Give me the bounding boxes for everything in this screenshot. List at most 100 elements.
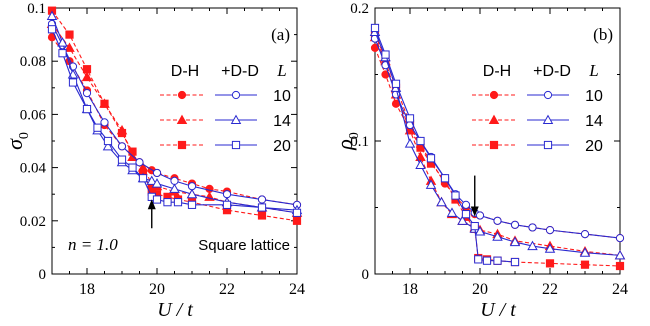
b-ytick-label: 0.1: [350, 134, 369, 150]
a-series-dd-L20: [47, 25, 302, 217]
panel-a-legend-rows: 10 14 20: [160, 88, 291, 155]
a-data-point: [187, 200, 197, 209]
a-legend-size-label: 10: [273, 88, 291, 105]
a-data-point: [292, 208, 302, 217]
b-data-point: [416, 136, 425, 146]
b-data-point: [436, 196, 447, 207]
a-ytick-label: 0.1: [27, 1, 46, 17]
b-legend-dd-marker: [543, 140, 553, 150]
b-data-point: [470, 222, 479, 231]
b-data-point: [510, 257, 520, 267]
legend-b-dh: D-H: [483, 63, 511, 80]
b-data-point: [614, 249, 626, 260]
b-data-point: [527, 240, 538, 251]
a-data-point: [128, 163, 137, 172]
panel-a-label: (a): [271, 25, 290, 44]
a-data-point: [187, 182, 197, 191]
a-data-point: [152, 168, 162, 178]
a-data-point: [117, 128, 127, 138]
panel-a-n-label: n = 1.0: [68, 235, 118, 254]
legend-a-dh: D-H: [171, 63, 199, 80]
panel-a-ylabel: σ0: [2, 132, 32, 150]
panel-b-ylabel: ρ0: [332, 132, 362, 151]
b-data-point: [510, 220, 520, 229]
panel-b-ylabel-symbol: ρ: [332, 139, 357, 151]
legend-b-L: L: [588, 61, 598, 80]
b-legend-size-label: 10: [585, 88, 603, 105]
a-data-point: [257, 203, 267, 212]
a-data-point: [205, 184, 214, 193]
b-data-point: [381, 50, 390, 59]
a-legend-dd-marker: [231, 140, 241, 150]
a-series-dd-L10: [47, 19, 302, 209]
b-data-point: [404, 124, 416, 135]
legend-a-L: L: [276, 61, 286, 80]
a-data-point: [186, 188, 198, 199]
panel-b-series: [369, 23, 626, 271]
b-data-point: [405, 114, 415, 123]
b-data-point: [493, 256, 502, 265]
b-legend-dh-marker: [489, 90, 499, 100]
b-data-point: [528, 223, 537, 232]
b-legend-dh-marker: [488, 114, 500, 125]
a-data-point: [46, 10, 58, 20]
panel-a-series: [46, 6, 303, 225]
a-data-point: [151, 178, 163, 188]
a-data-point: [170, 176, 179, 185]
a-data-point: [257, 195, 267, 204]
a-data-point: [222, 190, 232, 199]
b-data-point: [451, 191, 460, 200]
panel-b-xlabel: U / t: [480, 299, 516, 321]
a-data-point: [135, 158, 144, 167]
a-data-point: [169, 183, 180, 193]
b-xtick-label: 20: [472, 281, 488, 298]
b-legend-dd-marker: [543, 90, 553, 100]
panel-a: 18 20 22 24 0 0.02 0.04 0.06 0.08 0.1 (a) n = 1.0…: [2, 1, 305, 321]
a-data-point: [82, 89, 92, 98]
a-data-point: [103, 136, 113, 146]
b-data-point: [415, 159, 426, 169]
a-data-point: [100, 118, 109, 127]
b-data-point: [404, 138, 416, 148]
b-data-point: [474, 255, 483, 264]
b-data-point: [446, 207, 458, 217]
panel-b-ylabel-subscript: 0: [347, 132, 362, 139]
b-series-dd-L20: [370, 23, 520, 267]
a-legend-dd-marker: [230, 114, 242, 125]
b-data-point: [474, 226, 486, 236]
b-data-point: [391, 79, 401, 88]
b-data-point: [579, 247, 591, 257]
b-legend-dh-marker: [489, 140, 499, 150]
a-legend-size-label: 14: [273, 113, 291, 130]
b-xtick-label: 22: [542, 281, 558, 298]
panel-a-ticks: 18 20 22 24 0 0.02 0.04 0.06 0.08 0.1: [20, 1, 305, 298]
legend-b-dd: +D-D: [533, 63, 571, 80]
a-xtick-label: 18: [79, 281, 95, 298]
a-data-point: [65, 30, 74, 39]
b-legend-dd-marker: [542, 114, 554, 125]
panel-a-lattice-label: Square lattice: [198, 237, 290, 254]
b-data-point: [544, 243, 556, 253]
a-xtick-label: 22: [219, 281, 235, 298]
b-data-point: [545, 259, 555, 268]
a-data-point: [102, 140, 114, 151]
a-ytick-label: 0.02: [20, 214, 46, 230]
b-data-point: [580, 260, 590, 269]
b-data-point: [475, 211, 485, 220]
legend-a-dd: +D-D: [221, 63, 259, 80]
a-data-point: [138, 174, 148, 183]
a-legend-dh-marker: [177, 90, 187, 100]
panel-a-xlabel: U / t: [157, 299, 193, 321]
b-data-point: [493, 216, 502, 225]
a-data-point: [152, 195, 162, 204]
a-data-point: [82, 104, 92, 114]
a-ytick-label: 0.04: [20, 161, 47, 177]
b-series-dd-L14: [369, 26, 626, 260]
b-xtick-label: 18: [402, 281, 418, 298]
a-data-point: [100, 99, 109, 108]
b-ytick-label: 0.2: [350, 1, 369, 17]
a-xtick-label: 24: [289, 281, 305, 298]
a-legend-row-L14: 14: [160, 113, 291, 130]
a-xtick-label: 20: [149, 281, 165, 298]
a-data-point: [82, 65, 92, 74]
